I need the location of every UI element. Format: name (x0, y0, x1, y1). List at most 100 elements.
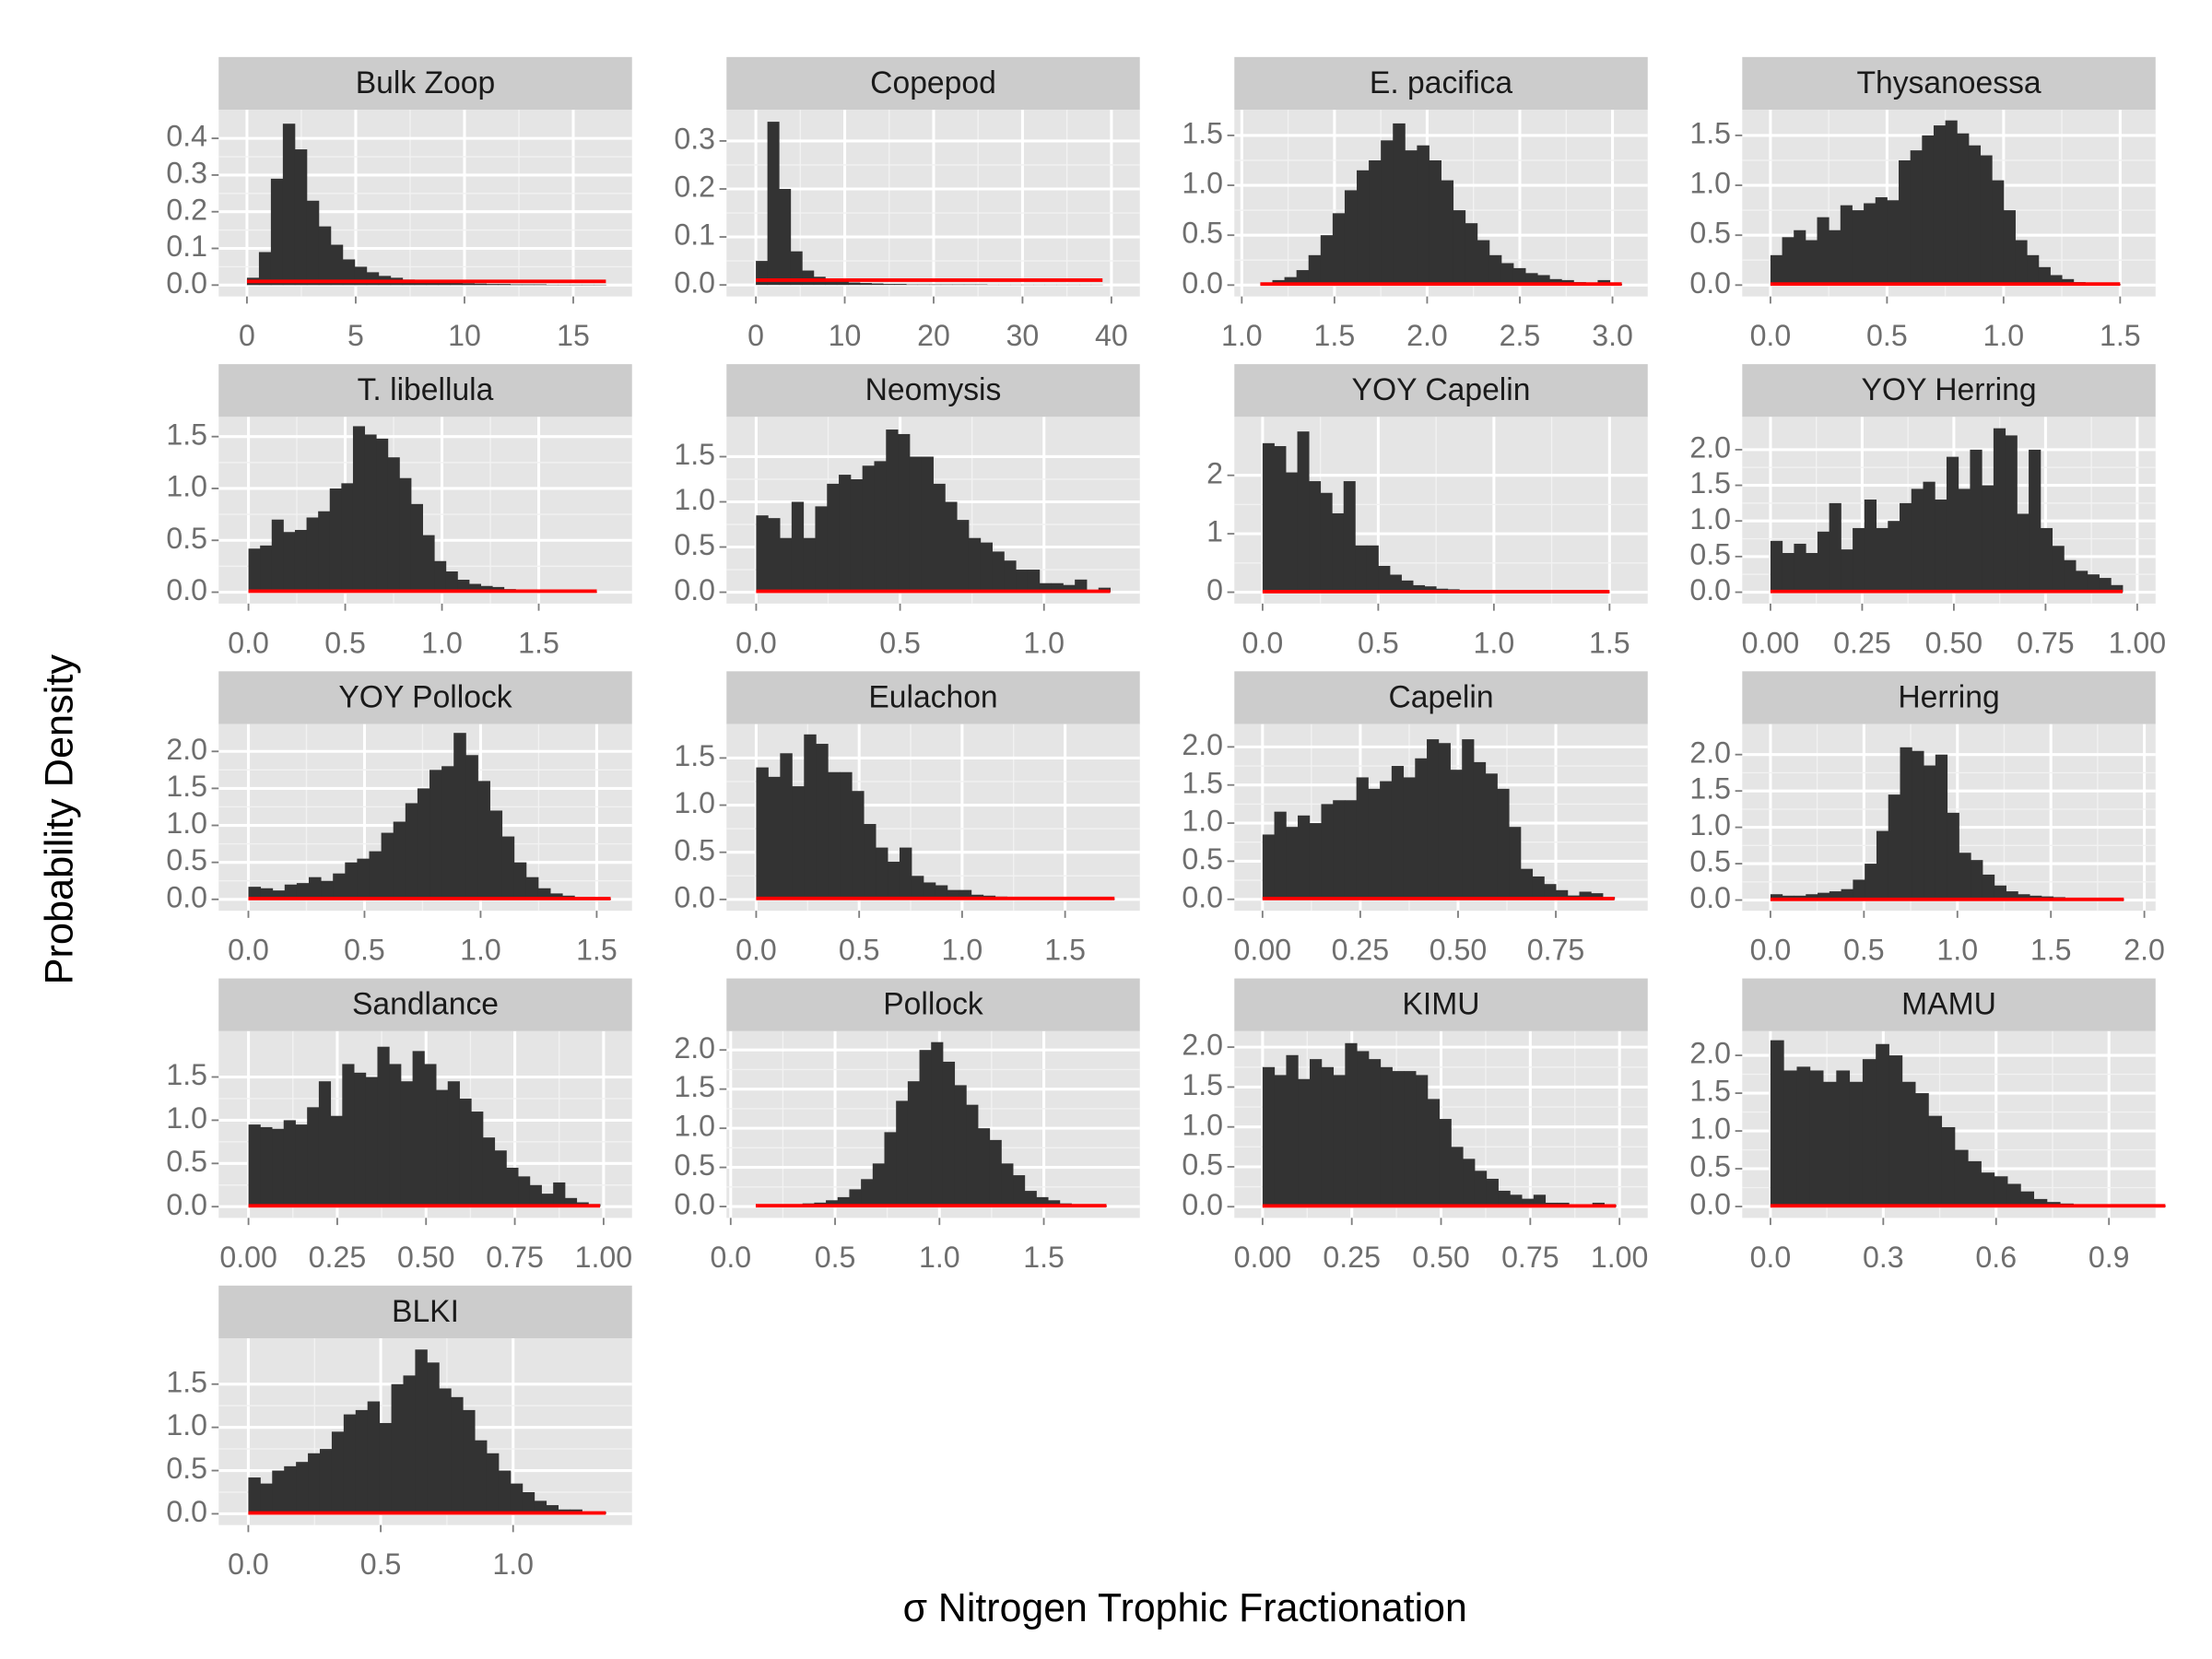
histogram-bar (1417, 145, 1430, 286)
x-tick-label: 1.00 (575, 1241, 633, 1274)
facet-strip (1742, 978, 2156, 1031)
histogram-bar (529, 1184, 542, 1207)
x-tick-label: 1.0 (1474, 626, 1515, 659)
x-tick-label: 0.5 (324, 626, 366, 659)
histogram-bar (1947, 812, 1959, 900)
y-tick-label: 0.0 (1182, 266, 1223, 300)
histogram-bar (426, 281, 440, 286)
histogram-bar (792, 786, 805, 900)
y-tick-label: 1.0 (1689, 502, 1731, 535)
y-tick-label: 0.5 (166, 1452, 207, 1485)
histogram-bar (1911, 488, 1924, 593)
histogram-bar (1308, 254, 1322, 286)
histogram-bar (1485, 773, 1498, 900)
histogram-bar (1520, 868, 1534, 900)
histogram-bar (1817, 217, 1830, 286)
histogram-bar (2040, 527, 2053, 593)
histogram-bar (330, 1115, 343, 1207)
histogram-bar (1910, 150, 1923, 286)
histogram-bar (2038, 266, 2051, 286)
histogram-bar (977, 1128, 991, 1207)
histogram-bar (1477, 240, 1490, 286)
facet-title: BLKI (392, 1294, 459, 1329)
y-tick-label: 0.5 (674, 833, 715, 866)
histogram-bar (486, 284, 500, 286)
histogram-bar (756, 767, 769, 900)
histogram-bar (1957, 133, 1970, 286)
x-tick-label: 1.5 (1314, 319, 1356, 352)
histogram-bar (1297, 431, 1310, 593)
x-tick-label: 1.0 (1023, 626, 1065, 659)
histogram-bar (1036, 1196, 1049, 1207)
histogram-bar (1343, 481, 1356, 593)
histogram-bar (2005, 435, 2018, 593)
x-tick-label: 1.0 (421, 626, 463, 659)
x-tick-label: 0.75 (486, 1241, 544, 1274)
x-tick-label: 1.0 (1221, 319, 1263, 352)
histogram-bar (1429, 159, 1441, 286)
x-tick-label: 1.00 (2109, 626, 2167, 659)
histogram-bar (498, 1470, 512, 1514)
histogram-bar (1591, 893, 1604, 900)
histogram-bar (1378, 566, 1391, 593)
histogram-bar (486, 1453, 500, 1514)
histogram-bar (429, 770, 442, 900)
histogram-bar (389, 1064, 402, 1207)
x-tick-label: 3.0 (1592, 319, 1633, 352)
histogram-bar (522, 284, 535, 286)
histogram-bar (802, 270, 815, 286)
histogram-bar (1488, 254, 1502, 286)
histogram-bar (1075, 579, 1088, 593)
y-tick-label: 0.0 (166, 573, 207, 606)
histogram-bar (2017, 513, 2030, 593)
histogram-bar (968, 537, 982, 593)
histogram-bar (306, 517, 319, 593)
histogram-bar (1332, 512, 1345, 593)
histogram-bar (1427, 1099, 1441, 1207)
histogram-bar (1320, 235, 1334, 286)
histogram-bar (1498, 1190, 1511, 1207)
facet-strip (218, 671, 632, 724)
histogram-bar (463, 1409, 476, 1514)
x-tick-label: 1.5 (1589, 626, 1630, 659)
y-tick-label: 0.5 (674, 528, 715, 561)
histogram-bar (1510, 1194, 1523, 1207)
y-tick-label: 0.2 (166, 193, 207, 226)
histogram-bar (1356, 777, 1369, 900)
histogram-bar (1823, 1081, 1837, 1207)
facet-title: YOY Pollock (338, 679, 512, 714)
histogram-bar (307, 1107, 320, 1207)
histogram-bar (1465, 223, 1478, 286)
histogram-bar (510, 1483, 524, 1514)
y-tick-label: 1.0 (674, 483, 715, 516)
y-tick-label: 0.5 (1689, 537, 1731, 571)
histogram-bar (1994, 885, 2006, 900)
y-tick-label: 0.5 (674, 1148, 715, 1182)
facet-strip (1234, 364, 1648, 418)
x-tick-label: 0.0 (735, 933, 777, 966)
histogram-bar (1368, 788, 1381, 900)
histogram-bar (457, 580, 470, 593)
histogram-bar (248, 887, 262, 900)
y-tick-label: 1.5 (1689, 1074, 1731, 1107)
histogram-bar (329, 488, 342, 593)
histogram-bar (294, 529, 308, 593)
histogram-bar (1441, 180, 1454, 286)
histogram-bar (2029, 449, 2041, 593)
y-tick-label: 1.5 (674, 438, 715, 471)
histogram-bar (1027, 570, 1041, 593)
histogram-bar (929, 284, 942, 286)
histogram-bar (414, 281, 428, 286)
histogram-bar (1829, 891, 1842, 900)
histogram-bar (779, 188, 792, 286)
histogram-bar (756, 515, 769, 593)
histogram-bar (2099, 578, 2112, 593)
histogram-bar (954, 1085, 967, 1207)
y-tick-label: 0.0 (674, 573, 715, 606)
histogram-bar (1933, 125, 1947, 286)
histogram-bar (1403, 777, 1416, 900)
y-tick-label: 0.5 (166, 522, 207, 555)
histogram-bar (896, 1100, 909, 1207)
histogram-bar (1796, 1066, 1811, 1207)
histogram-bar (405, 803, 418, 900)
